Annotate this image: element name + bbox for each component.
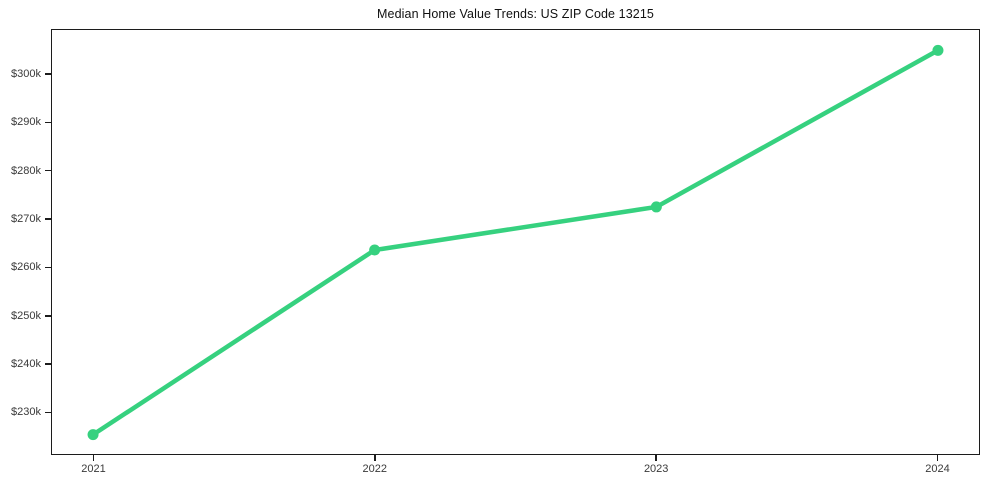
chart-title: Median Home Value Trends: US ZIP Code 13… — [377, 7, 654, 21]
data-point-marker — [87, 429, 99, 441]
y-tick-label: $250k — [11, 309, 41, 322]
data-point-marker — [932, 44, 944, 56]
x-tick-mark — [936, 454, 939, 461]
trend-line — [90, 48, 941, 437]
line-series-svg — [87, 44, 944, 441]
y-tick-label: $260k — [11, 261, 41, 274]
plot-area — [51, 29, 980, 455]
x-tick-mark — [374, 454, 376, 461]
x-tick-label: 2024 — [925, 463, 950, 475]
y-tick-label: $300k — [11, 68, 41, 80]
x-tick-label: 2023 — [643, 463, 669, 475]
y-tick-label: $270k — [11, 213, 41, 225]
x-tick-mark — [92, 454, 95, 461]
y-tick-label: $280k — [11, 164, 41, 177]
x-tick-label: 2021 — [81, 463, 106, 475]
y-tick-label: $290k — [11, 116, 41, 129]
x-tick-label: 2022 — [362, 463, 388, 475]
data-point-marker — [650, 201, 662, 213]
y-tick-label: $230k — [11, 406, 41, 419]
data-point-marker — [369, 244, 381, 256]
y-tick-label: $240k — [11, 358, 41, 371]
x-tick-mark — [655, 454, 657, 461]
